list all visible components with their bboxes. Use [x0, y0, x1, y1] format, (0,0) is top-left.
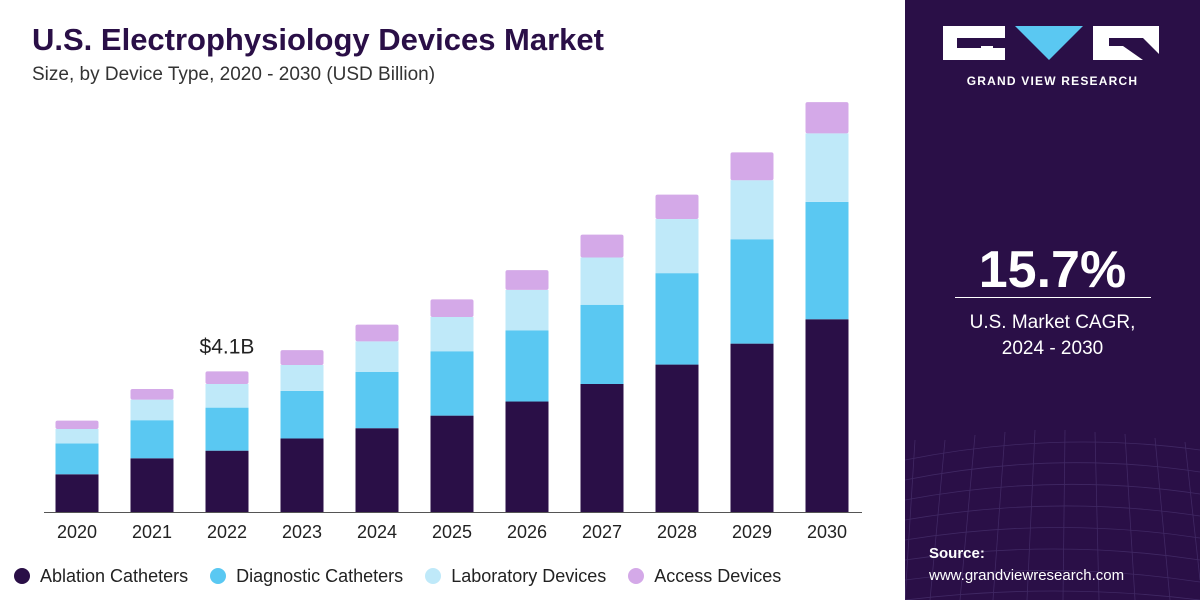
bar-segment-ablation-catheters-2024: [355, 428, 399, 512]
bar-segment-diagnostic-catheters-2022: [205, 407, 249, 451]
bar-segment-diagnostic-catheters-2020: [55, 443, 99, 475]
side-panel: GRAND VIEW RESEARCH 15.7% U.S. Market CA…: [905, 0, 1200, 600]
bar-group-2026: [505, 270, 549, 512]
source-url[interactable]: www.grandviewresearch.com: [929, 567, 1125, 584]
bar-segment-access-devices-2025: [430, 299, 474, 317]
bar-segment-ablation-catheters-2021: [130, 458, 174, 512]
legend-item-ablation-catheters: Ablation Catheters: [14, 566, 188, 587]
legend-item-access-devices: Access Devices: [628, 566, 781, 587]
x-tick-label: 2027: [582, 522, 622, 542]
bar-segment-access-devices-2027: [580, 234, 624, 258]
legend-swatch: [210, 568, 227, 584]
bar-segment-laboratory-devices-2030: [805, 133, 849, 202]
cagr-value: 15.7%: [978, 241, 1127, 299]
x-tick-label: 2028: [657, 522, 697, 542]
x-tick-label: 2025: [432, 522, 472, 542]
bar-segment-diagnostic-catheters-2027: [580, 304, 624, 384]
x-tick-label: 2026: [507, 522, 547, 542]
data-label-annotation: $4.1B: [200, 335, 255, 358]
cagr-label: U.S. Market CAGR, 2024 - 2030: [905, 310, 1200, 362]
x-tick-label: 2024: [357, 522, 397, 542]
x-tick-label: 2021: [132, 522, 172, 542]
legend-swatch: [425, 568, 442, 584]
legend-label: Laboratory Devices: [451, 565, 607, 586]
bar-segment-access-devices-2028: [655, 194, 699, 220]
bar-segment-ablation-catheters-2027: [580, 384, 624, 512]
bar-segment-access-devices-2026: [505, 270, 549, 290]
bar-segment-laboratory-devices-2023: [280, 364, 324, 391]
bar-segment-ablation-catheters-2022: [205, 450, 249, 512]
bar-segment-diagnostic-catheters-2025: [430, 351, 474, 416]
bar-segment-ablation-catheters-2023: [280, 438, 324, 512]
legend-swatch: [14, 568, 30, 584]
bar-group-2028: [655, 194, 699, 512]
legend-label: Diagnostic Catheters: [236, 565, 404, 586]
source-label: Source:: [929, 545, 985, 562]
bar-segment-diagnostic-catheters-2024: [355, 371, 399, 429]
bar-segment-laboratory-devices-2026: [505, 289, 549, 331]
chart-subtitle: Size, by Device Type, 2020 - 2030 (USD B…: [32, 64, 436, 85]
chart-title: U.S. Electrophysiology Devices Market: [32, 22, 604, 57]
legend-item-laboratory-devices: Laboratory Devices: [425, 566, 606, 587]
x-tick-label: 2029: [732, 522, 772, 542]
legend-label: Access Devices: [654, 565, 782, 586]
bar-group-2030: [805, 102, 849, 512]
legend-label: Ablation Catheters: [40, 565, 189, 586]
x-tick-label: 2020: [57, 522, 97, 542]
bar-segment-laboratory-devices-2028: [655, 219, 699, 274]
divider: [955, 297, 1151, 298]
cagr-label-line1: U.S. Market CAGR,: [969, 312, 1136, 333]
bar-segment-ablation-catheters-2028: [655, 364, 699, 512]
bar-segment-access-devices-2023: [280, 350, 324, 365]
bar-group-2027: [580, 234, 624, 512]
bar-segment-access-devices-2029: [730, 152, 774, 181]
mesh-background-graphic: [905, 429, 1200, 600]
bar-segment-diagnostic-catheters-2023: [280, 390, 324, 439]
bar-segment-access-devices-2021: [130, 388, 174, 400]
legend-item-diagnostic-catheters: Diagnostic Catheters: [210, 566, 403, 587]
legend-swatch: [628, 568, 645, 584]
bar-segment-access-devices-2022: [205, 371, 249, 384]
chart-area: U.S. Electrophysiology Devices Market Si…: [14, 22, 862, 589]
bar-segment-laboratory-devices-2027: [580, 257, 624, 305]
bar-segment-diagnostic-catheters-2021: [130, 420, 174, 459]
bar-segment-ablation-catheters-2030: [805, 319, 849, 512]
bar-segment-laboratory-devices-2029: [730, 180, 774, 240]
grand-view-research-logo: [943, 26, 1159, 60]
bar-group-2022: [205, 371, 249, 512]
cagr-label-line2: 2024 - 2030: [1001, 338, 1104, 359]
bar-segment-ablation-catheters-2029: [730, 343, 774, 512]
bar-group-2024: [355, 324, 399, 512]
bar-segment-laboratory-devices-2025: [430, 316, 474, 352]
bar-group-2021: [130, 388, 174, 512]
bar-segment-access-devices-2024: [355, 324, 399, 342]
bar-segment-diagnostic-catheters-2026: [505, 330, 549, 402]
bar-segment-access-devices-2020: [55, 420, 99, 429]
bar-segment-ablation-catheters-2020: [55, 474, 99, 512]
bar-segment-access-devices-2030: [805, 102, 849, 134]
bar-segment-laboratory-devices-2022: [205, 384, 249, 408]
bar-segment-laboratory-devices-2024: [355, 341, 399, 372]
legend: Ablation Catheters Diagnostic Catheters …: [14, 563, 803, 589]
bar-segment-laboratory-devices-2020: [55, 428, 99, 444]
bar-group-2025: [430, 299, 474, 512]
bar-group-2029: [730, 152, 774, 512]
logo-text: GRAND VIEW RESEARCH: [966, 74, 1139, 88]
x-tick-label: 2023: [282, 522, 322, 542]
bar-chart: 2020 2021 2022 2023 2024 2025 2026 2027 2028 2029…: [44, 102, 862, 542]
bar-segment-ablation-catheters-2026: [505, 401, 549, 512]
bar-segment-diagnostic-catheters-2029: [730, 239, 774, 344]
bar-group-2023: [280, 350, 324, 512]
x-tick-label: 2022: [207, 522, 247, 542]
bar-segment-diagnostic-catheters-2028: [655, 273, 699, 365]
bar-segment-laboratory-devices-2021: [130, 399, 174, 421]
bar-segment-ablation-catheters-2025: [430, 415, 474, 512]
bar-segment-diagnostic-catheters-2030: [805, 201, 849, 320]
bar-group-2020: [55, 420, 99, 512]
x-tick-label: 2030: [807, 522, 847, 542]
